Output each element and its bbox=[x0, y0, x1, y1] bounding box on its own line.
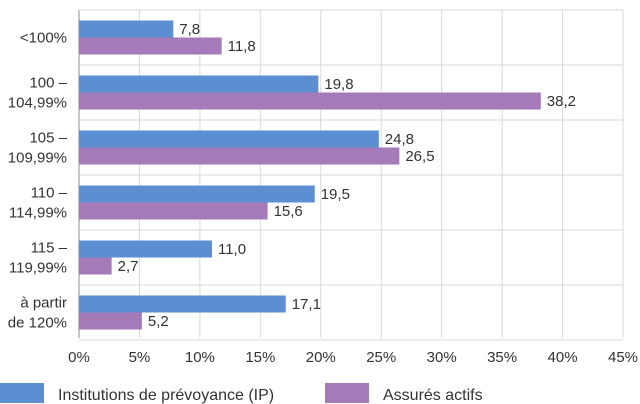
data-label: 7,8 bbox=[179, 21, 200, 38]
bar-assures-0 bbox=[79, 37, 222, 55]
legend-swatch bbox=[325, 383, 369, 403]
bar-ip-0 bbox=[79, 20, 174, 38]
legend-label: Institutions de prévoyance (IP) bbox=[58, 387, 274, 404]
data-label: 11,8 bbox=[228, 38, 256, 55]
data-labels: 7,8 11,8 19,8 38,2 24,826,5 19,5 15,6 11,0 2,7 17… bbox=[118, 21, 576, 330]
bar-ip-3 bbox=[79, 185, 315, 203]
bar-ip-5 bbox=[79, 295, 286, 313]
category-labels: <100% 100 – 104,99% 105 – 109,99% 110 – 114,99… bbox=[8, 30, 68, 332]
x-tick-label: 30% bbox=[427, 349, 457, 366]
bar-assures-1 bbox=[79, 92, 541, 110]
category-label: 110 – bbox=[31, 185, 68, 202]
x-tick-label: 20% bbox=[306, 349, 336, 366]
x-tick-label: 10% bbox=[185, 349, 215, 366]
x-tick-label: 35% bbox=[487, 349, 517, 366]
data-label: 5,2 bbox=[148, 313, 169, 330]
category-label: 115 – bbox=[31, 240, 68, 257]
data-label: 26,5 bbox=[405, 148, 434, 165]
data-label: 19,8 bbox=[324, 76, 353, 93]
category-label: 114,99% bbox=[9, 205, 67, 222]
data-label: 11,0 bbox=[218, 241, 246, 258]
grid-lines bbox=[78, 9, 624, 341]
data-label: 24,8 bbox=[385, 131, 414, 148]
category-label: 105 – bbox=[29, 130, 67, 147]
legend-swatch bbox=[0, 383, 44, 403]
data-label: 19,5 bbox=[321, 186, 350, 203]
bar-assures-2 bbox=[79, 147, 400, 165]
category-label: 119,99% bbox=[9, 260, 67, 277]
x-tick-label: 15% bbox=[245, 349, 275, 366]
x-axis-ticks: 0% 5% 10% 15% 20% 25% 30% 35% 40% 45% bbox=[68, 349, 638, 366]
x-tick-label: 0% bbox=[68, 349, 90, 366]
category-label: à partir bbox=[20, 295, 67, 312]
data-label: 38,2 bbox=[547, 93, 576, 110]
legend: Institutions de prévoyance (IP) Assurés a… bbox=[0, 383, 483, 404]
x-tick-label: 40% bbox=[548, 349, 578, 366]
bar-ip-1 bbox=[79, 75, 319, 93]
x-tick-label: 25% bbox=[366, 349, 396, 366]
x-tick-label: 5% bbox=[129, 349, 151, 366]
legend-label: Assurés actifs bbox=[383, 387, 483, 404]
data-label: 17,1 bbox=[292, 296, 321, 313]
data-label: 15,6 bbox=[274, 203, 303, 220]
category-label: de 120% bbox=[8, 315, 67, 332]
category-label: <100% bbox=[20, 30, 67, 47]
category-label: 104,99% bbox=[8, 95, 67, 112]
bar-ip-4 bbox=[79, 240, 212, 258]
bars bbox=[79, 20, 541, 330]
data-label: 2,7 bbox=[118, 258, 139, 275]
x-tick-label: 45% bbox=[608, 349, 638, 366]
category-label: 109,99% bbox=[8, 150, 67, 167]
category-label: 100 – bbox=[29, 75, 67, 92]
bar-ip-2 bbox=[79, 130, 379, 148]
bar-assures-3 bbox=[79, 202, 268, 220]
bar-assures-5 bbox=[79, 312, 142, 330]
bar-assures-4 bbox=[79, 257, 112, 275]
